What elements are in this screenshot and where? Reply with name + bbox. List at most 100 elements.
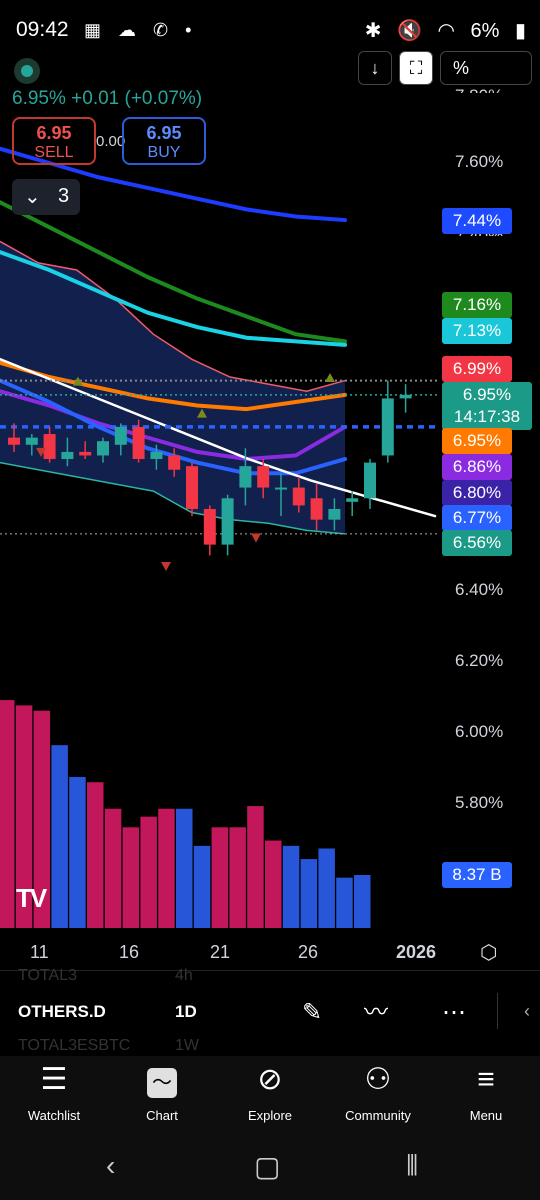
price-tag: 7.44% xyxy=(442,208,512,234)
indicator-count: 3 xyxy=(58,185,70,207)
mute-icon: 🔇 xyxy=(397,20,422,42)
band-upper-line xyxy=(0,240,346,393)
candle-body xyxy=(257,466,270,488)
date-tick: 21 xyxy=(210,942,231,962)
indicators-toggle-button[interactable]: ⌄ 3 xyxy=(12,179,80,215)
tab-label: Menu xyxy=(469,1108,503,1123)
fit-screen-button[interactable]: ⛶ xyxy=(399,51,433,85)
tab-label: Watchlist xyxy=(27,1108,81,1123)
tab-label: Explore xyxy=(247,1108,293,1123)
date-tick-year: 2026 xyxy=(396,942,437,962)
candle-body xyxy=(292,487,305,506)
volume-bar xyxy=(122,827,140,928)
volume-bar xyxy=(140,816,157,928)
buy-button[interactable]: 6.95 BUY xyxy=(122,117,206,165)
price-tag: 6.77% xyxy=(442,505,512,531)
scale-select[interactable]: % xyxy=(440,51,532,85)
date-tick: 16 xyxy=(119,942,140,962)
volume-bar xyxy=(104,808,122,928)
watchlist-icon: ☰ xyxy=(40,1063,68,1096)
interval-label[interactable]: 1D xyxy=(175,1002,197,1021)
price-axis-label: 7.60% xyxy=(455,152,504,171)
volume-bar xyxy=(193,845,211,928)
price-axis-label: 7.80% xyxy=(455,86,503,93)
price-tag-value: 6.95% xyxy=(462,385,512,404)
tab-label: Community xyxy=(345,1108,411,1123)
ma-line-3 xyxy=(0,360,347,412)
sell-price: 6.95 xyxy=(36,123,72,143)
tab-chart[interactable]: 〜 Chart xyxy=(112,1060,212,1123)
symbol-name[interactable]: OTHERS.D xyxy=(18,1002,106,1021)
sell-label: SELL xyxy=(34,144,74,161)
candle-body xyxy=(221,498,234,545)
candle-body xyxy=(346,498,359,502)
signal-up-marker xyxy=(73,376,83,386)
buy-price: 6.95 xyxy=(146,123,182,143)
tab-community[interactable]: ⚇ Community xyxy=(328,1060,428,1123)
price-tag: 6.95% 14:17:38 xyxy=(442,382,532,430)
price-tag: 6.86% xyxy=(442,454,512,480)
candle-body xyxy=(203,508,216,545)
volume-bar xyxy=(15,705,33,928)
battery-percent: 6% xyxy=(470,20,500,42)
candle-body xyxy=(186,466,198,509)
status-bar: 09:42 ▦ ☁ ✆ • ✱ 🔇 ◠ 6% ▮ xyxy=(0,0,540,60)
candle-body xyxy=(381,398,394,456)
home-icon[interactable]: ▢ xyxy=(254,1151,281,1182)
more-icon[interactable]: ⋯ xyxy=(442,999,466,1026)
chart-area[interactable] xyxy=(0,40,540,970)
volume-tag: 8.37 B xyxy=(442,862,512,888)
ma-line-0 xyxy=(0,146,347,223)
chart-settings-icon[interactable]: ⬡ xyxy=(480,942,498,964)
chart-icon: 〜 xyxy=(147,1068,177,1098)
ma-line-4 xyxy=(0,389,347,462)
ma-line-6 xyxy=(0,357,437,518)
divider xyxy=(497,993,498,1029)
tab-watchlist[interactable]: ☰ Watchlist xyxy=(4,1060,104,1123)
candle-body xyxy=(43,434,56,460)
bluetooth-icon: ✱ xyxy=(364,20,382,42)
ma-line-2 xyxy=(0,250,347,347)
battery-icon: ▮ xyxy=(514,20,526,42)
candle-body xyxy=(399,394,412,399)
date-tick: 26 xyxy=(298,942,319,962)
price-tag: 6.56% xyxy=(442,530,512,556)
trend-tools-icon[interactable]: 〰 xyxy=(364,999,388,1026)
interval-ghost-bottom: 1W xyxy=(175,1037,199,1054)
candle-body xyxy=(8,437,20,445)
signal-up-marker xyxy=(325,373,335,382)
candle-body xyxy=(364,462,376,499)
price-axis-label: 6.20% xyxy=(455,651,504,670)
price-change: 6.95% +0.01 (+0.07%) xyxy=(12,88,203,109)
sell-button[interactable]: 6.95 SELL xyxy=(12,117,96,165)
signal-down-marker xyxy=(36,447,46,457)
ma-line-1 xyxy=(0,200,347,344)
volume-bar xyxy=(176,808,193,928)
signal-down-marker xyxy=(161,562,171,572)
drawing-pen-icon[interactable]: ✎ xyxy=(301,999,323,1026)
market-status-icon[interactable] xyxy=(14,58,40,84)
scale-label: % xyxy=(453,58,470,78)
status-right: ✱ 🔇 ◠ 6% ▮ xyxy=(355,18,526,43)
volume-bar xyxy=(0,700,15,928)
volume-bar xyxy=(33,710,51,928)
volume-bar xyxy=(265,840,282,928)
tab-explore[interactable]: ⊘ Explore xyxy=(220,1060,320,1123)
back-icon[interactable]: ‹ xyxy=(106,1150,116,1181)
down-arrow-icon: ↓ xyxy=(370,58,380,78)
chevron-down-icon: ⌄ xyxy=(24,186,41,208)
signal-up-marker xyxy=(197,408,207,418)
download-arrow-button[interactable]: ↓ xyxy=(358,51,392,85)
chevron-left-icon[interactable]: ‹ xyxy=(524,1001,530,1021)
volume-bar xyxy=(282,845,300,928)
candle-body xyxy=(25,437,38,445)
candle-body xyxy=(97,441,109,456)
candle-body xyxy=(275,487,287,490)
recents-icon[interactable]: ⦀ xyxy=(406,1150,419,1181)
volume-bar xyxy=(211,827,229,928)
interval-ghost-top: 4h xyxy=(175,967,193,984)
fit-screen-icon: ⛶ xyxy=(409,58,423,78)
price-chart[interactable] xyxy=(0,40,540,970)
tab-menu[interactable]: ≡ Menu xyxy=(436,1060,536,1123)
symbol-strip[interactable]: TOTAL3 4h OTHERS.D 1D TOTAL3ESBTC 1W ✎ 〰… xyxy=(0,967,540,1057)
